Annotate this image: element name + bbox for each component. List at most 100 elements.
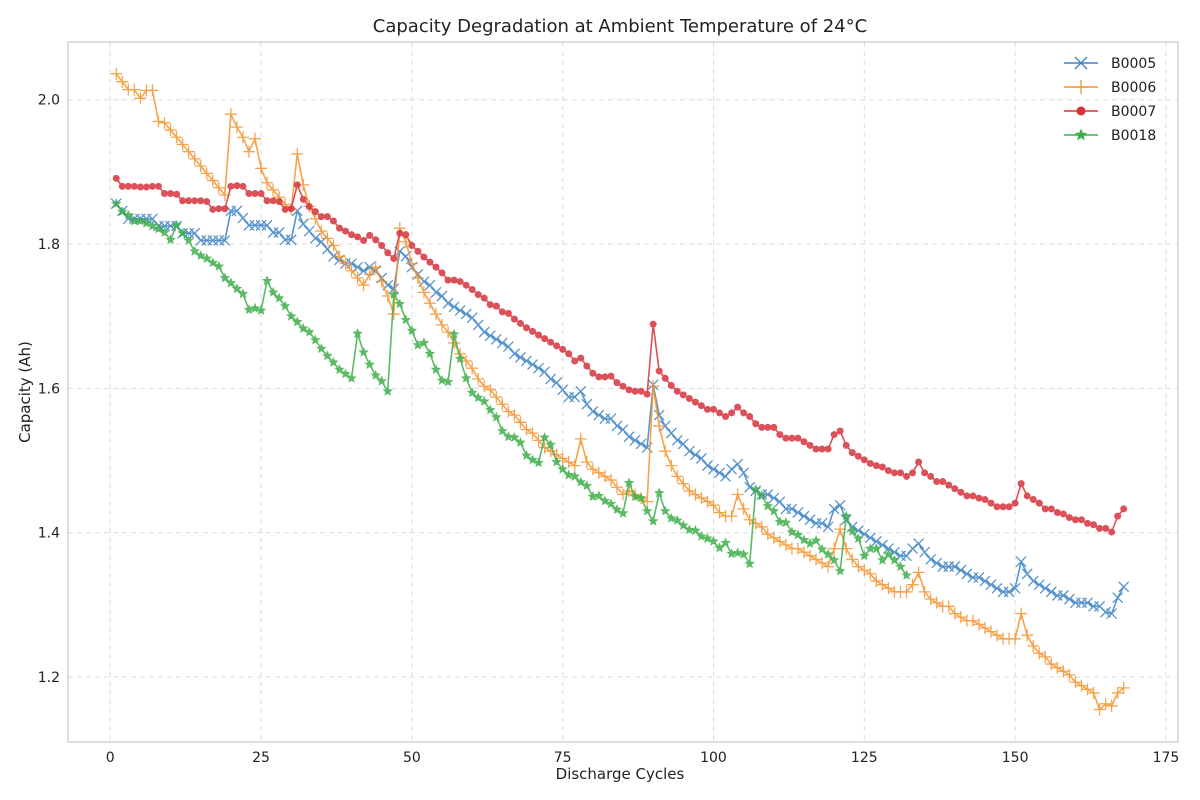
data-point-b0005 xyxy=(430,286,442,298)
data-point-b0006 xyxy=(864,567,877,580)
data-point-b0007 xyxy=(438,269,446,277)
data-point-b0007 xyxy=(667,382,675,390)
data-point-b0007 xyxy=(1053,509,1061,517)
data-point-b0007 xyxy=(975,494,983,502)
data-point-b0018 xyxy=(497,425,508,436)
data-point-b0006 xyxy=(882,582,895,595)
data-point-b0018 xyxy=(901,569,912,580)
data-point-b0007 xyxy=(1035,499,1043,507)
data-point-b0006 xyxy=(586,463,599,476)
data-point-b0018 xyxy=(678,520,689,530)
data-point-b0007 xyxy=(691,398,699,406)
data-point-b0007 xyxy=(1059,510,1067,518)
data-point-b0018 xyxy=(593,490,605,501)
data-point-b0018 xyxy=(177,227,188,238)
data-point-b0005 xyxy=(889,546,900,558)
data-point-b0018 xyxy=(430,364,442,375)
data-point-b0006 xyxy=(375,275,388,288)
data-point-b0005 xyxy=(472,319,484,331)
data-point-b0006 xyxy=(574,432,587,445)
x-tick-label: 0 xyxy=(106,750,115,766)
data-point-b0007 xyxy=(124,182,132,190)
data-point-b0018 xyxy=(738,548,749,559)
data-point-b0006 xyxy=(610,481,623,494)
data-point-b0007 xyxy=(167,190,175,198)
y-axis-ticks: 1.2 1.4 1.6 1.8 2.0 xyxy=(38,93,60,686)
data-point-b0018 xyxy=(304,326,315,337)
data-point-b0018 xyxy=(623,477,635,488)
data-point-b0005 xyxy=(683,445,695,457)
data-point-b0006 xyxy=(212,181,225,194)
data-point-b0006 xyxy=(978,621,991,634)
data-point-b0005 xyxy=(786,503,798,515)
data-point-b0005 xyxy=(617,424,629,435)
data-point-b0018 xyxy=(322,350,333,361)
data-point-b0007 xyxy=(1114,512,1122,520)
data-point-b0018 xyxy=(641,505,653,516)
data-point-b0006 xyxy=(1105,699,1118,712)
data-point-b0018 xyxy=(569,470,580,481)
data-point-b0018 xyxy=(877,554,888,565)
data-point-b0005 xyxy=(303,225,315,237)
data-point-b0006 xyxy=(761,528,774,541)
data-point-b0006 xyxy=(683,484,696,497)
data-point-b0006 xyxy=(653,419,666,432)
data-point-b0007 xyxy=(535,331,543,339)
data-point-b0006 xyxy=(562,456,575,468)
data-point-b0005 xyxy=(659,420,671,432)
data-point-b0007 xyxy=(571,357,579,365)
data-point-b0007 xyxy=(607,372,615,380)
data-point-b0006 xyxy=(544,445,557,458)
data-point-b0007 xyxy=(112,174,120,182)
data-point-b0006 xyxy=(797,546,810,559)
data-point-b0005 xyxy=(949,561,961,573)
data-point-b0006 xyxy=(194,160,207,173)
data-point-b0007 xyxy=(1120,505,1128,513)
data-point-b0007 xyxy=(179,197,187,205)
data-point-b0005 xyxy=(285,234,297,246)
data-point-b0006 xyxy=(345,264,358,277)
data-point-b0006 xyxy=(1015,607,1028,620)
data-point-b0007 xyxy=(498,308,506,316)
data-point-b0007 xyxy=(227,182,235,190)
data-point-b0018 xyxy=(376,375,387,386)
data-point-b0005 xyxy=(557,384,569,396)
data-point-b0007 xyxy=(197,197,205,205)
data-point-b0007 xyxy=(649,320,657,328)
data-point-b0005 xyxy=(768,492,780,504)
data-point-b0018 xyxy=(255,304,267,315)
data-point-b0005 xyxy=(508,348,520,360)
data-point-b0018 xyxy=(183,234,194,245)
series-b0018 xyxy=(111,198,912,580)
data-point-b0006 xyxy=(598,470,611,483)
data-point-b0005 xyxy=(1106,608,1118,620)
x-tick-label: 75 xyxy=(554,750,572,766)
data-point-b0006 xyxy=(1075,679,1088,692)
data-point-b0007 xyxy=(848,449,856,457)
data-point-b0006 xyxy=(984,625,997,638)
legend-label-b0005: B0005 xyxy=(1111,56,1156,72)
data-point-b0005 xyxy=(575,385,587,397)
data-point-b0007 xyxy=(709,405,717,413)
data-point-b0007 xyxy=(263,197,271,205)
data-point-b0018 xyxy=(708,535,719,546)
data-point-b0006 xyxy=(677,477,690,490)
data-point-b0005 xyxy=(448,301,460,313)
data-point-b0018 xyxy=(840,510,852,521)
data-point-b0007 xyxy=(842,441,850,449)
data-point-b0007 xyxy=(366,231,374,239)
data-point-b0006 xyxy=(1021,629,1034,642)
data-point-b0018 xyxy=(273,292,285,303)
data-point-b0005 xyxy=(587,406,599,417)
data-point-b0006 xyxy=(158,116,171,129)
data-point-b0006 xyxy=(779,538,792,551)
data-point-b0007 xyxy=(541,335,549,343)
data-point-b0006 xyxy=(146,84,159,97)
data-point-b0005 xyxy=(533,362,545,374)
data-point-b0006 xyxy=(804,549,817,562)
data-point-b0006 xyxy=(695,492,708,505)
data-point-b0007 xyxy=(486,301,494,309)
data-point-b0018 xyxy=(424,348,436,359)
y-tick-label: 2.0 xyxy=(38,93,60,109)
data-point-b0018 xyxy=(237,288,249,299)
